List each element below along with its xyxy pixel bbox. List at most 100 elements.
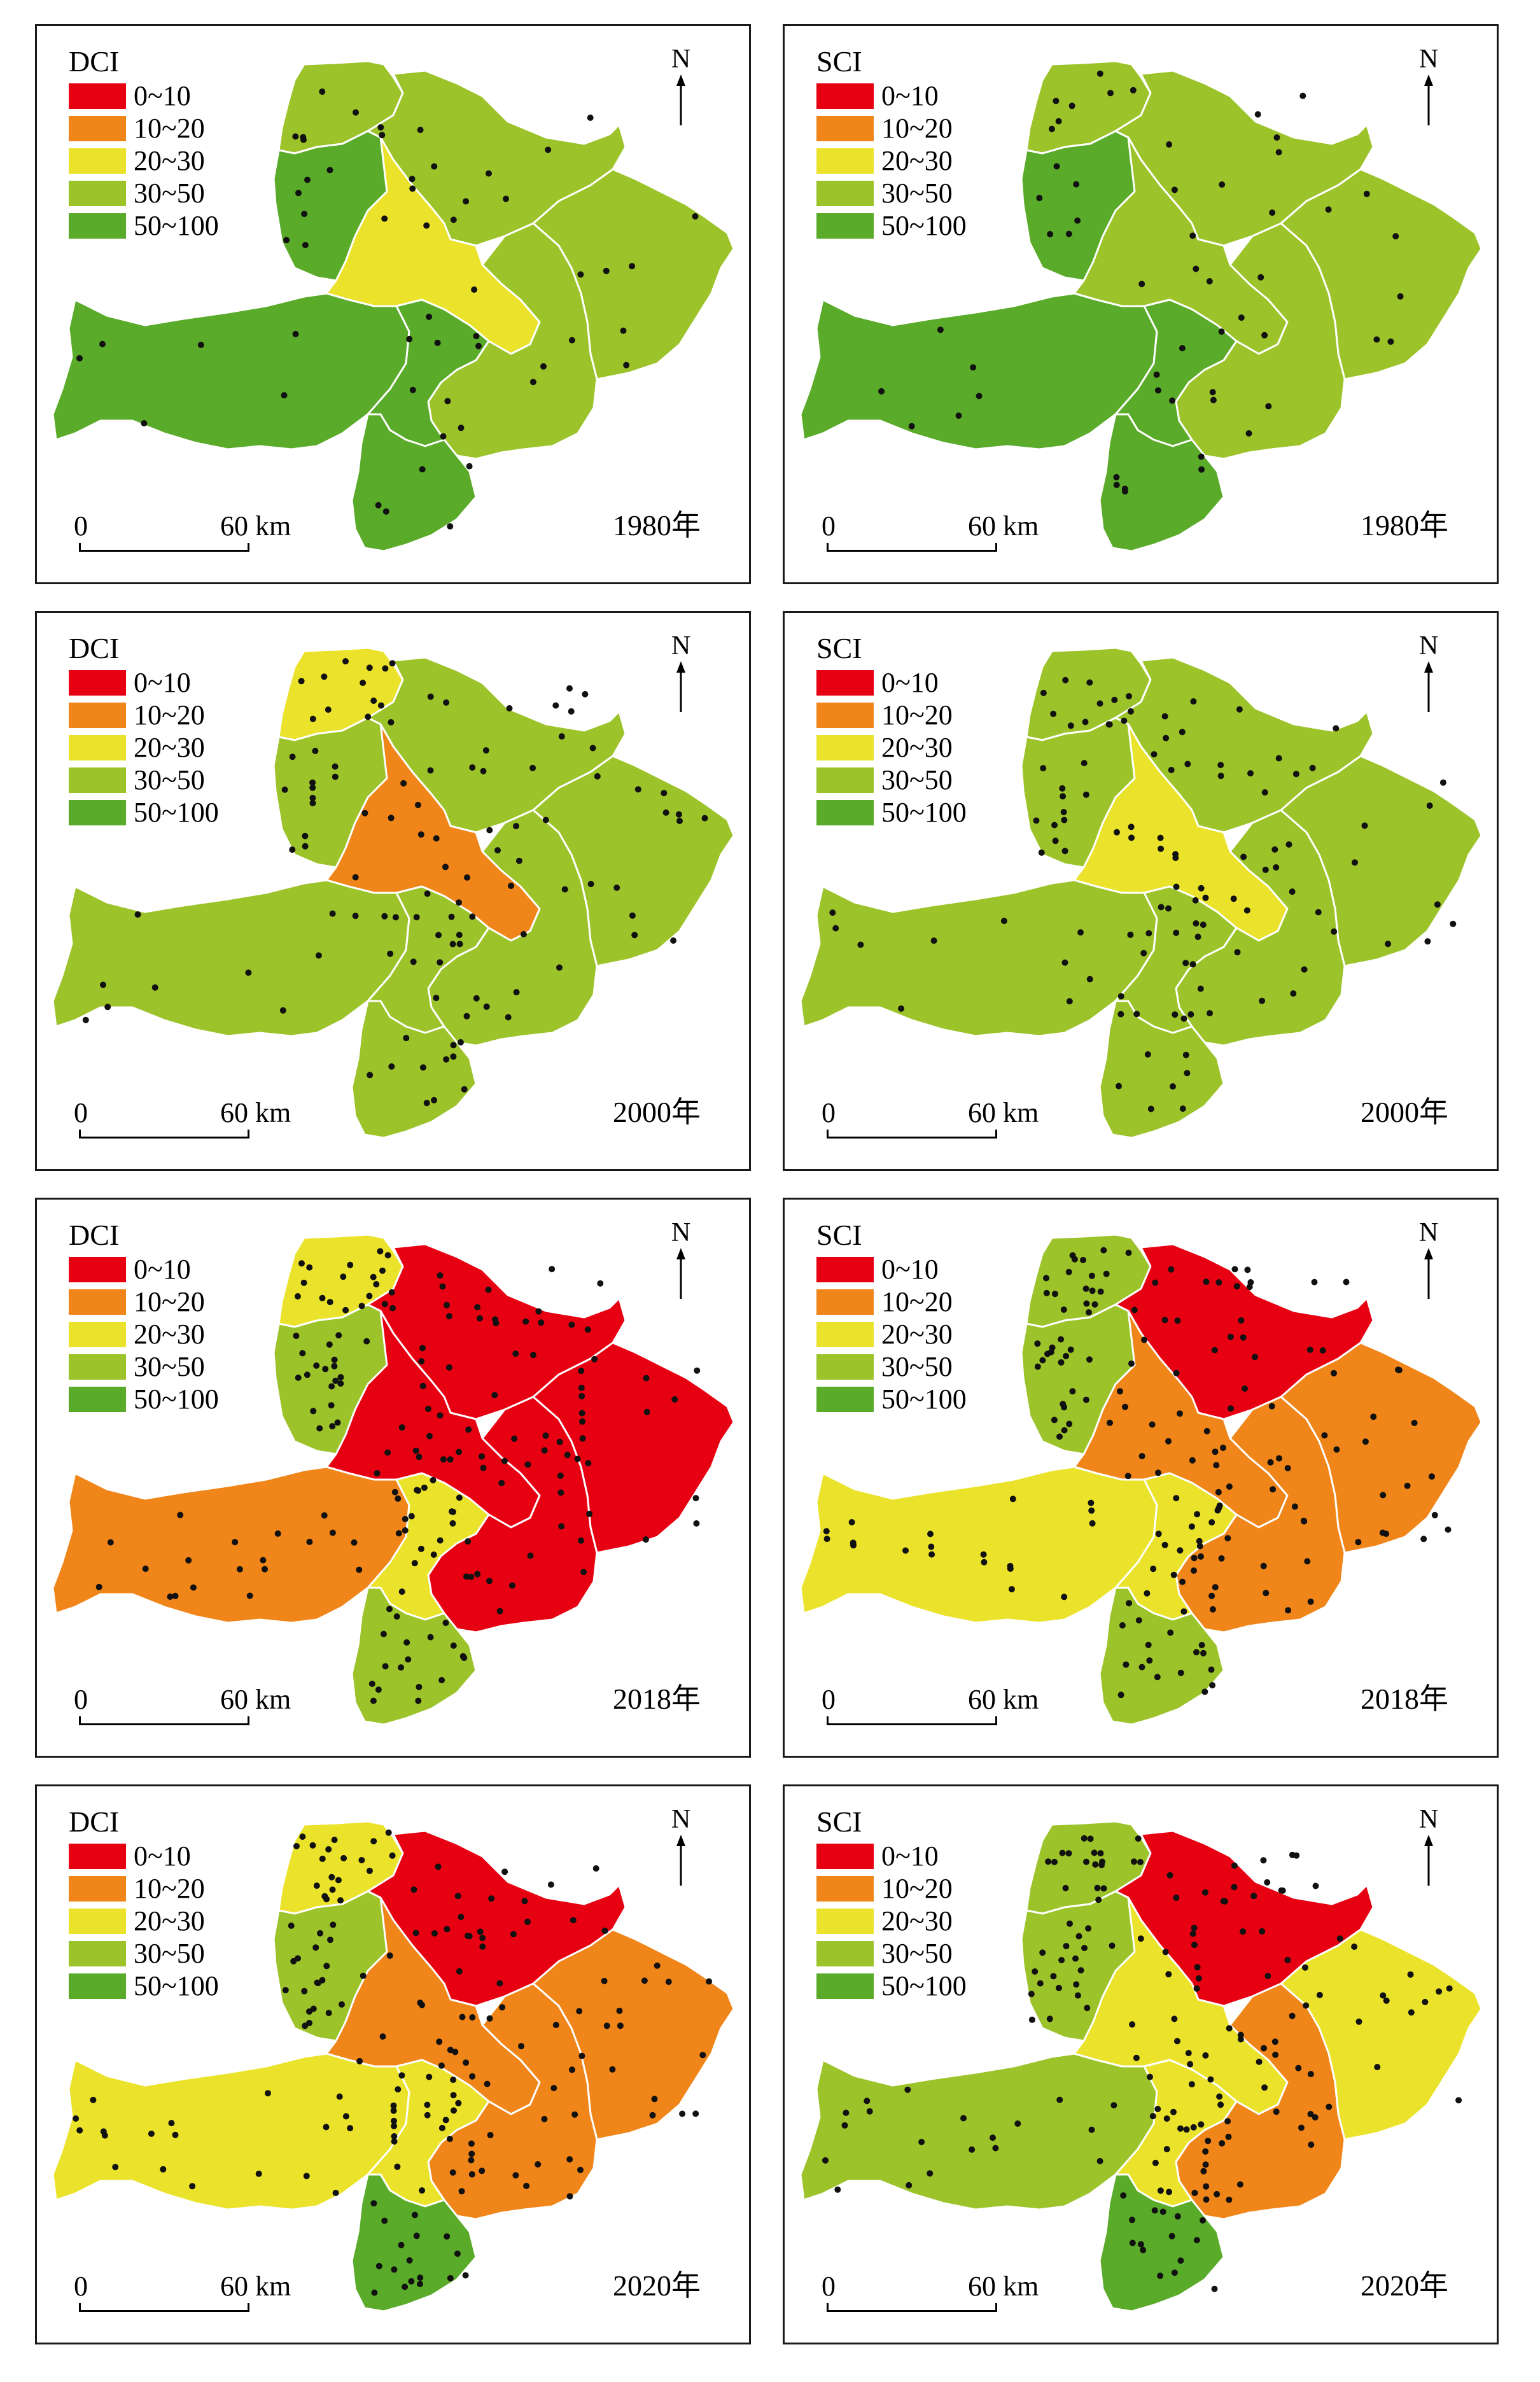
sample-site-dot [706,1978,713,1985]
region-southwest [52,1466,410,1624]
sample-site-dot [1209,389,1216,396]
sample-site-dot [1291,1503,1298,1510]
sample-site-dot [326,1341,333,1348]
region-south [1098,2173,1225,2313]
sample-site-dot [464,874,470,881]
sample-site-dot [1361,822,1368,829]
map-panel-sci-2018: SCI 0~10 10~20 20~30 30~50 50~100 N 0 60 km 2018年 [783,1198,1499,1758]
scale-start-label: 0 [822,1684,836,1715]
sample-site-dot [1208,1592,1215,1599]
sample-site-dot [1117,993,1124,1000]
legend-item: 20~30 [69,1905,219,1937]
sample-site-dot [1116,1082,1122,1089]
legend-label: 10~20 [881,113,953,144]
sample-site-dot [486,1578,493,1585]
sample-site-dot [419,1345,426,1352]
sample-site-dot [313,1882,320,1889]
sample-site-dot [1087,1835,1094,1842]
sample-site-dot [1191,1567,1197,1574]
sample-site-dot [337,1380,344,1387]
sample-site-dot [463,2059,470,2066]
sample-site-dot [451,2107,457,2114]
sample-site-dot [566,685,573,692]
sample-site-dot [423,222,430,229]
legend-item: 0~10 [69,1253,219,1286]
sample-site-dot [431,163,438,170]
north-label: N [671,631,691,661]
sample-site-dot [431,1096,438,1103]
sample-site-dot [643,1375,650,1382]
north-arrow: N [1410,45,1448,125]
sample-site-dot [1126,693,1132,699]
sample-site-dot [1268,1403,1275,1410]
scale-bar-line [827,543,997,552]
sample-site-dot [927,2170,934,2177]
sample-site-dot [1173,1895,1180,1902]
sample-site-dot [289,846,296,853]
sample-site-dot [1097,1288,1104,1295]
sample-site-dot [1218,328,1225,335]
scale-end-label: 60 km [220,1684,291,1715]
legend-swatch [816,1289,874,1315]
sample-site-dot [1408,2009,1415,2016]
legend-title: SCI [816,45,862,78]
sample-site-dot [1397,293,1404,300]
sample-site-dot [1270,1486,1277,1493]
sample-site-dot [335,1877,342,1884]
sample-site-dot [1387,338,1394,345]
sample-site-dot [1065,230,1072,237]
sample-site-dot [549,1266,556,1273]
legend-item: 0~10 [816,1840,967,1872]
sample-site-dot [1240,853,1247,860]
sample-site-dot [1404,1482,1411,1489]
sample-site-dot [1307,1598,1314,1605]
legend-title: SCI [816,1805,862,1838]
sample-site-dot [1385,941,1392,948]
sample-site-dot [329,910,336,917]
sample-site-dot [1333,1446,1340,1453]
sample-site-dot [189,2183,196,2190]
sample-site-dot [427,1634,434,1641]
sample-site-dot [1426,802,1433,809]
sample-site-dot [1450,920,1457,927]
scale-bar-line [79,2303,249,2312]
legend-label: 10~20 [134,1873,205,1904]
sample-site-dot [1140,949,1147,956]
sample-site-dot [459,1653,466,1660]
sample-site-dot [1242,1385,1248,1392]
sample-site-dot [366,1293,373,1300]
legend-item: 20~30 [816,1318,967,1350]
sample-site-dot [503,195,509,202]
sample-site-dot [580,1569,587,1576]
sample-site-dot [443,1056,450,1063]
sample-site-dot [392,914,399,921]
sample-site-dot [316,1425,323,1432]
sample-site-dot [468,2140,475,2147]
legend-label: 10~20 [881,1873,953,1904]
sample-site-dot [512,1350,519,1357]
sample-site-dot [309,779,316,786]
legend-label: 30~50 [881,1938,953,1969]
sample-site-dot [99,340,106,347]
sample-site-dot [1420,1536,1427,1543]
sample-site-dot [410,958,417,965]
sample-site-dot [506,705,513,711]
legend-item: 30~50 [69,1350,219,1383]
sample-site-dot [823,1536,830,1543]
sample-site-dot [1040,765,1047,772]
sample-site-dot [1269,209,1276,216]
sample-site-dot [452,2049,459,2056]
sample-site-dot [1299,92,1306,99]
sample-site-dot [332,763,339,770]
sample-site-dot [1000,918,1007,925]
sample-site-dot [1069,1388,1076,1395]
sample-site-dot [1073,181,1080,188]
legend-label: 10~20 [881,699,953,731]
sample-site-dot [197,342,204,348]
legend-swatch [816,734,874,760]
region-east [1175,1396,1346,1634]
legend-label: 20~30 [881,732,953,763]
sample-site-dot [1130,87,1137,94]
sample-site-dot [438,2062,445,2069]
sample-site-dot [1140,2246,1147,2253]
